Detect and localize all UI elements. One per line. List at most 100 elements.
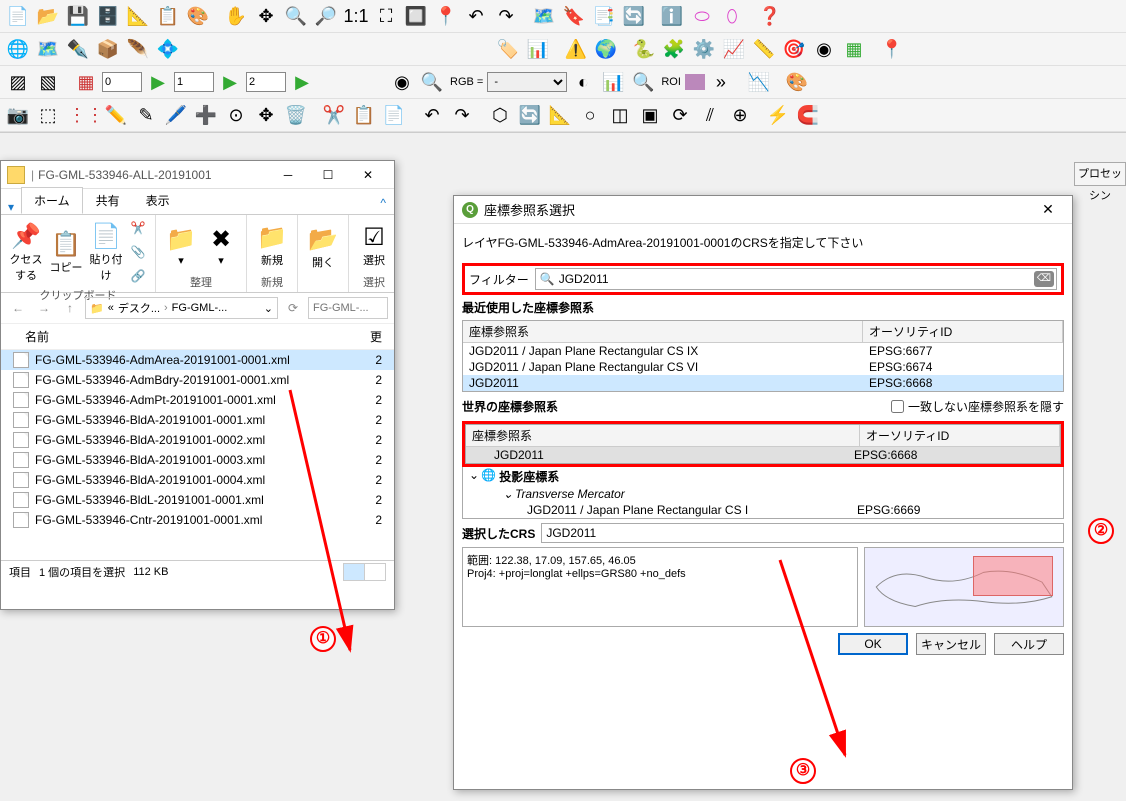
icons-view-button[interactable] [364, 563, 386, 581]
histogram-icon[interactable]: 📊 [599, 68, 627, 96]
locate-icon[interactable]: 📍 [878, 35, 906, 63]
layout-icon[interactable]: 📐 [124, 2, 152, 30]
new-memory-icon[interactable]: 💠 [154, 35, 182, 63]
new-project-icon[interactable]: 📄 [4, 2, 32, 30]
edit3-icon[interactable]: 🖊️ [162, 101, 190, 129]
refresh-button[interactable]: ⟳ [282, 297, 304, 319]
recent-crs-row[interactable]: JGD2011EPSG:6668 [463, 375, 1063, 391]
pan-selection-icon[interactable]: ✥ [252, 2, 280, 30]
breadcrumb-seg-1[interactable]: デスク... [118, 300, 160, 316]
copy2-icon[interactable]: 📋 [350, 101, 378, 129]
file-row[interactable]: FG-GML-533946-AdmPt-20191001-0001.xml2 [1, 390, 394, 410]
delete-icon[interactable]: 🗑️ [282, 101, 310, 129]
rotate-icon[interactable]: 🔄 [516, 101, 544, 129]
col-date[interactable]: 更 [370, 328, 382, 345]
advanced-icon[interactable]: ⚡ [764, 101, 792, 129]
cut-icon[interactable]: ✂️ [320, 101, 348, 129]
minimize-button[interactable]: ─ [268, 163, 308, 187]
world-col-auth[interactable]: オーソリティID [860, 425, 1060, 446]
zoom-in-icon[interactable]: 🔍 [282, 2, 310, 30]
file-row[interactable]: FG-GML-533946-BldA-20191001-0004.xml2 [1, 470, 394, 490]
zoom-full-icon[interactable]: ⛶ [372, 2, 400, 30]
zoom-layer-icon[interactable]: 📍 [432, 2, 460, 30]
style-icon[interactable]: 🎨 [184, 2, 212, 30]
close-button[interactable]: ✕ [348, 163, 388, 187]
col-name[interactable]: 名前 [25, 328, 370, 345]
trace-icon[interactable]: 🧲 [794, 101, 822, 129]
new-map-icon[interactable]: 🗺️ [530, 2, 558, 30]
raster-a-icon[interactable]: ▨ [4, 68, 32, 96]
part-icon[interactable]: ◫ [606, 101, 634, 129]
zoom-last-icon[interactable]: ↶ [462, 2, 490, 30]
statistics-icon[interactable]: 📈 [720, 35, 748, 63]
band-1-input[interactable] [174, 72, 214, 92]
address-bar[interactable]: 📁 « デスク... › FG-GML-... ⌄ [85, 297, 278, 319]
zoom2-icon[interactable]: 🔍 [418, 68, 446, 96]
paste-shortcut-icon[interactable]: 🔗 [127, 265, 149, 287]
file-row[interactable]: FG-GML-533946-Cntr-20191001-0001.xml2 [1, 510, 394, 530]
reshape-icon[interactable]: ⟳ [666, 101, 694, 129]
roi-color-icon[interactable] [685, 74, 705, 90]
zoom-out-icon[interactable]: 🔎 [312, 2, 340, 30]
delete-button[interactable]: ✖▾ [202, 225, 240, 267]
new-spatialite-icon[interactable]: 🪶 [124, 35, 152, 63]
aperture-icon[interactable]: ◉ [810, 35, 838, 63]
new-shapefile-icon[interactable]: ✒️ [64, 35, 92, 63]
ok-button[interactable]: OK [838, 633, 908, 655]
pan-icon[interactable]: ✋ [222, 2, 250, 30]
file-row[interactable]: FG-GML-533946-BldA-20191001-0002.xml2 [1, 430, 394, 450]
up-button[interactable]: ↑ [59, 297, 81, 319]
help-button[interactable]: ヘルプ [994, 633, 1064, 655]
back-button[interactable]: ← [7, 297, 29, 319]
paste2-icon[interactable]: 📄 [380, 101, 408, 129]
new-folder-button[interactable]: 📁新規 [253, 223, 291, 268]
bookmarks-icon[interactable]: 📑 [590, 2, 618, 30]
copy-path-icon[interactable]: 📎 [127, 241, 149, 263]
ring-icon[interactable]: ○ [576, 101, 604, 129]
maximize-button[interactable]: ☐ [308, 163, 348, 187]
redo-icon[interactable]: ↷ [448, 101, 476, 129]
aperture2-icon[interactable]: ◉ [388, 68, 416, 96]
zoom-next-icon[interactable]: ↷ [492, 2, 520, 30]
palette-icon[interactable]: 🎨 [783, 68, 811, 96]
identify-icon[interactable]: ℹ️ [658, 2, 686, 30]
node-icon[interactable]: ⊙ [222, 101, 250, 129]
band-0-input[interactable] [102, 72, 142, 92]
cut-mini-icon[interactable]: ✂️ [127, 217, 149, 239]
forward-button[interactable]: → [33, 297, 55, 319]
save-icon[interactable]: 💾 [64, 2, 92, 30]
split-icon[interactable]: ⫽ [696, 101, 724, 129]
collapse-ribbon-icon[interactable]: ^ [372, 192, 394, 214]
roi-zoom-icon[interactable]: 🔍 [629, 68, 657, 96]
save-as-icon[interactable]: 🗄️ [94, 2, 122, 30]
filter-input[interactable] [559, 272, 1034, 286]
georeferencer-icon[interactable]: 🎯 [780, 35, 808, 63]
new-geopackage-icon[interactable]: 📦 [94, 35, 122, 63]
copy-button[interactable]: 📋コピー [47, 230, 85, 275]
file-menu-icon[interactable]: ▾ [1, 200, 21, 214]
edit-icon[interactable]: ✏️ [102, 101, 130, 129]
undo-icon[interactable]: ↶ [418, 101, 446, 129]
crs-tree-proj[interactable]: ⌄🌐 投影座標系 [463, 467, 1063, 486]
chart-icon[interactable]: 📉 [745, 68, 773, 96]
pin-button[interactable]: 📌クセス する [7, 222, 45, 283]
polygon-icon[interactable]: ⬭ [688, 2, 716, 30]
zoom-selection-icon[interactable]: 🔲 [402, 2, 430, 30]
tab-share[interactable]: 共有 [83, 187, 133, 214]
file-row[interactable]: FG-GML-533946-AdmArea-20191001-0001.xml2 [1, 350, 394, 370]
col-crs[interactable]: 座標参照系 [463, 321, 863, 342]
crs-tree-tm[interactable]: ⌄Transverse Mercator [463, 486, 1063, 502]
tab-view[interactable]: 表示 [133, 187, 183, 214]
points-icon[interactable]: ⋮⋮ [72, 101, 100, 129]
help-icon[interactable]: ❓ [756, 2, 784, 30]
step-2-icon[interactable]: ▶ [288, 68, 316, 96]
cancel-button[interactable]: キャンセル [916, 633, 986, 655]
grid-icon[interactable]: ▦ [840, 35, 868, 63]
open-button[interactable]: 📂開く [304, 225, 342, 270]
warning-icon[interactable]: ⚠️ [562, 35, 590, 63]
processing-icon[interactable]: ⚙️ [690, 35, 718, 63]
add-raster-icon[interactable]: 🗺️ [34, 35, 62, 63]
fill-icon[interactable]: ▣ [636, 101, 664, 129]
details-view-button[interactable] [343, 563, 365, 581]
label-icon[interactable]: 🏷️ [494, 35, 522, 63]
